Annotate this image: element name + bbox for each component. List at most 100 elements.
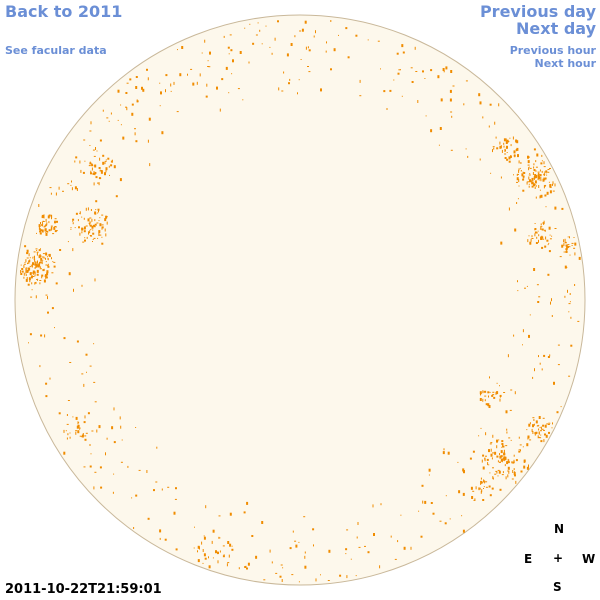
- facula-spot: [505, 141, 508, 144]
- facula-spot: [437, 75, 440, 79]
- facula-spot: [31, 272, 34, 274]
- facula-spot: [325, 50, 327, 53]
- facula-spot: [422, 70, 424, 73]
- facula-spot: [42, 221, 45, 222]
- facula-spot: [97, 212, 99, 214]
- facula-spot: [551, 235, 553, 237]
- facula-spot: [105, 159, 107, 161]
- facula-spot: [330, 68, 332, 71]
- facula-spot: [190, 68, 193, 70]
- facula-spot: [533, 176, 535, 180]
- facula-spot: [34, 271, 36, 274]
- previous-day-link[interactable]: Previous day: [479, 2, 596, 21]
- observation-timestamp: 2011-10-22T21:59:01: [5, 582, 162, 597]
- facula-spot: [347, 56, 350, 59]
- facula-spot: [41, 214, 44, 218]
- facula-spot: [206, 83, 208, 87]
- facula-spot: [92, 239, 94, 240]
- facula-spot: [447, 451, 450, 455]
- facula-spot: [574, 284, 576, 286]
- facula-spot: [105, 233, 107, 237]
- facula-spot: [430, 129, 433, 133]
- facula-spot: [174, 498, 177, 500]
- facula-spot: [90, 235, 93, 237]
- facula-spot: [113, 165, 116, 169]
- facula-spot: [112, 491, 114, 494]
- facula-spot: [94, 401, 97, 403]
- facula-spot: [95, 147, 96, 150]
- facula-spot: [71, 187, 73, 191]
- facula-spot: [497, 475, 499, 477]
- next-hour-link[interactable]: Next hour: [534, 57, 597, 70]
- facula-spot: [509, 409, 512, 411]
- facula-spot: [372, 504, 374, 508]
- facula-spot: [110, 112, 112, 115]
- facula-spot: [350, 558, 352, 560]
- facula-spot: [94, 471, 97, 473]
- facula-spot: [518, 179, 520, 183]
- facula-spot: [495, 136, 497, 139]
- facula-spot: [483, 479, 485, 483]
- facula-spot: [127, 465, 129, 468]
- facula-spot: [373, 534, 375, 536]
- facula-spot: [93, 237, 96, 239]
- facula-spot: [512, 470, 514, 473]
- facula-spot: [547, 273, 550, 276]
- facula-spot: [551, 315, 553, 317]
- facula-spot: [519, 444, 522, 446]
- facula-spot: [430, 69, 433, 72]
- facula-spot: [45, 232, 48, 236]
- facula-spot: [36, 250, 38, 251]
- facula-spot: [85, 432, 88, 434]
- facula-spot: [20, 273, 23, 275]
- facula-spot: [542, 222, 545, 225]
- facula-spot: [63, 337, 66, 340]
- facula-spot: [95, 200, 98, 203]
- facula-spot: [203, 536, 206, 540]
- facula-spot: [534, 223, 536, 224]
- facula-spot: [527, 160, 530, 164]
- see-facular-data-link[interactable]: See facular data: [5, 44, 107, 57]
- facula-spot: [450, 149, 453, 151]
- facula-spot: [544, 245, 546, 248]
- facula-spot: [501, 149, 503, 153]
- facula-spot: [218, 536, 220, 539]
- facula-spot: [23, 272, 25, 276]
- facula-spot: [295, 544, 298, 548]
- facula-spot: [94, 223, 97, 226]
- next-day-link[interactable]: Next day: [516, 19, 596, 38]
- facula-spot: [289, 547, 292, 550]
- facula-spot: [239, 51, 242, 54]
- previous-hour-link[interactable]: Previous hour: [509, 44, 596, 57]
- facula-spot: [107, 157, 110, 160]
- facula-spot: [86, 236, 88, 239]
- facula-spot: [449, 89, 452, 93]
- facula-spot: [503, 392, 506, 393]
- facula-spot: [26, 269, 29, 273]
- facula-spot: [491, 487, 494, 490]
- facula-spot: [313, 35, 315, 38]
- facula-spot: [505, 410, 508, 414]
- facula-spot: [228, 53, 230, 55]
- back-to-year-link[interactable]: Back to 2011: [5, 2, 123, 21]
- facula-spot: [462, 468, 465, 472]
- facula-spot: [228, 92, 230, 94]
- facula-spot: [543, 185, 545, 189]
- facula-spot: [84, 438, 87, 441]
- facula-spot: [483, 488, 484, 489]
- facula-spot: [484, 390, 487, 393]
- facula-spot: [538, 239, 539, 243]
- facula-spot: [489, 376, 490, 379]
- facula-spot: [517, 280, 518, 283]
- facula-spot: [104, 218, 107, 222]
- facula-spot: [492, 476, 494, 480]
- facula-spot: [524, 287, 526, 289]
- facula-spot: [514, 154, 516, 158]
- facula-spot: [82, 241, 85, 243]
- facula-spot: [34, 282, 36, 285]
- facula-spot: [201, 52, 203, 54]
- facula-spot: [539, 426, 541, 428]
- facula-spot: [494, 473, 497, 475]
- facula-spot: [402, 51, 405, 54]
- facula-spot: [482, 454, 485, 457]
